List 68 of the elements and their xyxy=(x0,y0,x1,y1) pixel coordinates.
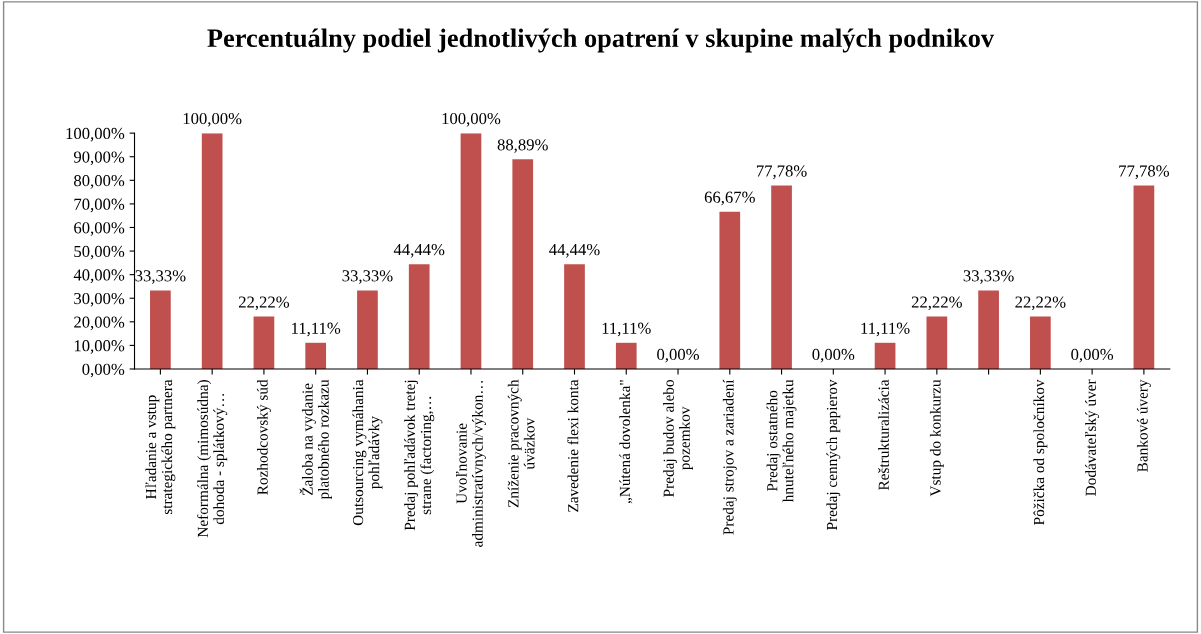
data-label: 33,33% xyxy=(342,270,393,284)
bar xyxy=(253,316,275,369)
bar xyxy=(460,133,482,369)
x-tick-label: Outsourcing vymáhania pohľadávky xyxy=(352,379,383,526)
x-tick-label: Dodávateľský úver xyxy=(1085,379,1100,496)
data-label: 77,78% xyxy=(756,165,807,179)
data-label: 33,33% xyxy=(135,270,186,284)
x-tick-label: Neformálna (mimosúdna) dohoda - splátkový… xyxy=(197,380,228,538)
data-label: 11,11% xyxy=(292,322,341,337)
x-tick-label: Žaloba na vydanie platobného rozkazu xyxy=(299,379,332,500)
y-tick-label: 100,00% xyxy=(66,127,125,142)
x-tick-label: Reštrukturalizácia xyxy=(878,379,889,491)
y-tick-label: 80,00% xyxy=(74,175,125,189)
x-tick-label: Predaj budov alebo pozemkov xyxy=(663,379,693,497)
x-tick-label: Zavedenie flexi konta xyxy=(567,379,579,512)
bar xyxy=(564,264,585,369)
x-tick-label: Predaj strojov a zariadení xyxy=(722,379,737,535)
x-tick-label: Bankové úvery xyxy=(1136,379,1151,472)
data-label: 66,67% xyxy=(704,191,755,206)
bar xyxy=(1030,316,1051,369)
chart-title: Percentuálny podiel jednotlivých opatrení v skupine malých podnikov xyxy=(207,28,995,53)
x-tick-label: Predaj pohľadávok tretej strane (factoring,… xyxy=(404,380,435,531)
x-tick-label: Rozhodcovský súd xyxy=(256,379,271,495)
y-tick-label: 10,00% xyxy=(74,340,125,354)
y-tick-label: 20,00% xyxy=(74,316,125,331)
bar xyxy=(357,290,378,369)
data-label: 44,44% xyxy=(549,243,600,258)
bar xyxy=(408,264,430,369)
data-label: 0,00% xyxy=(812,348,855,363)
bar xyxy=(1133,185,1155,369)
bar xyxy=(201,133,223,369)
bar xyxy=(150,290,171,369)
x-tick-label: Predaj ostatného hnuteľného majetku xyxy=(766,379,797,503)
x-tick-label: „Nútená dovolenka" xyxy=(619,380,633,504)
y-tick-label: 50,00% xyxy=(74,245,125,260)
data-label: 11,11% xyxy=(602,322,651,337)
x-tick-label: Pôžička od spoločníkov xyxy=(1033,379,1048,525)
x-tick-label: Uvoľnovanie administratívnych/výkon… xyxy=(456,381,486,547)
data-label: 11,11% xyxy=(861,322,910,337)
y-tick-label: 40,00% xyxy=(73,269,125,283)
data-label: 100,00% xyxy=(183,112,242,127)
data-label: 33,33% xyxy=(963,270,1014,284)
x-tick-label: Hľadanie a vstup strategického partnera xyxy=(145,379,176,515)
data-label: 77,78% xyxy=(1119,165,1170,179)
y-tick-label: 90,00% xyxy=(73,151,125,166)
bar xyxy=(926,316,948,369)
bar xyxy=(978,290,999,369)
bar xyxy=(874,342,896,369)
data-label: 22,22% xyxy=(911,296,962,311)
data-label: 100,00% xyxy=(442,112,501,127)
bar xyxy=(512,159,534,369)
data-label: 0,00% xyxy=(657,348,699,363)
x-tick-label: Vstup do konkurzu xyxy=(929,379,944,497)
y-tick-label: 30,00% xyxy=(74,292,125,307)
y-tick-label: 0,00% xyxy=(82,363,125,378)
data-label: 44,44% xyxy=(393,243,445,258)
x-tick-label: Zníženie pracovných úväzkov xyxy=(507,379,535,508)
data-label: 0,00% xyxy=(1071,348,1114,363)
bar xyxy=(771,185,792,369)
x-tick-label: Predaj cenných papierov xyxy=(826,379,841,530)
bar xyxy=(615,342,637,369)
y-tick-label: 70,00% xyxy=(74,198,125,213)
y-tick-label: 60,00% xyxy=(74,222,125,236)
bar xyxy=(305,342,327,369)
bar xyxy=(719,211,741,369)
data-label: 22,22% xyxy=(1015,296,1066,311)
data-label: 88,89% xyxy=(497,139,548,153)
data-label: 22,22% xyxy=(238,296,290,311)
